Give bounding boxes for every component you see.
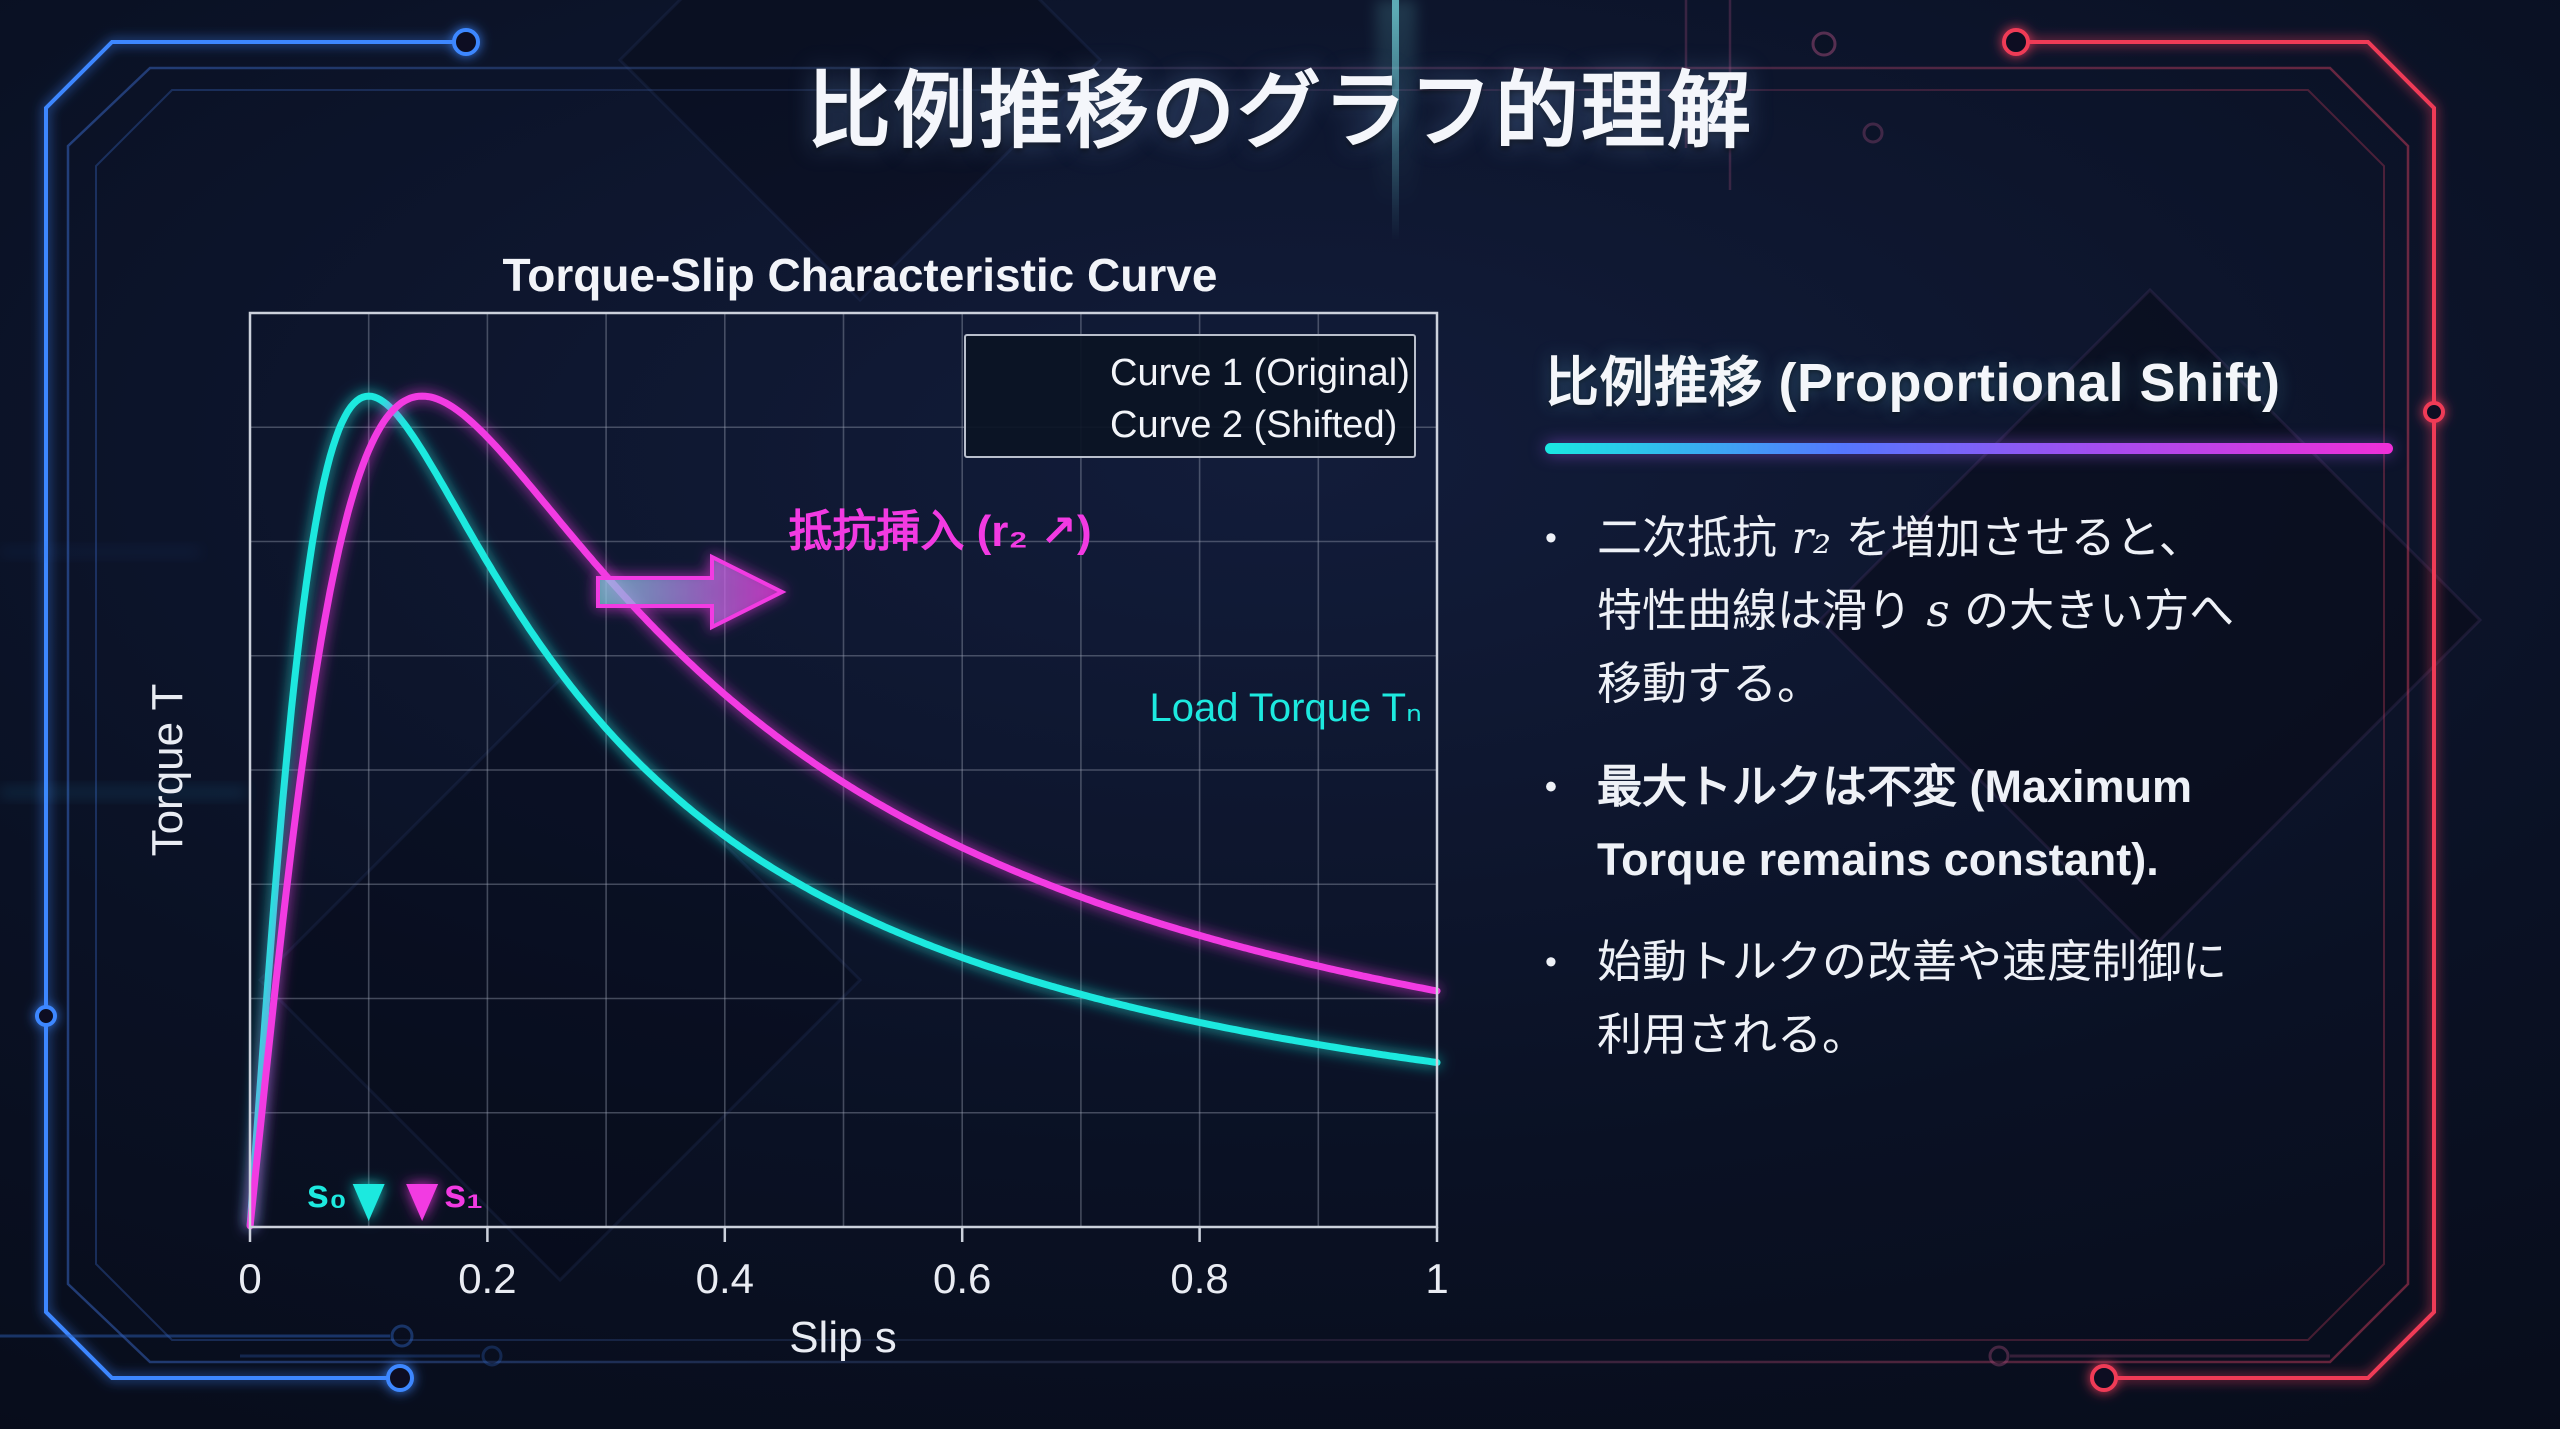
annotation-label: 抵抗挿入 (r₂ ↗) <box>788 507 1091 556</box>
right-circuit-traces <box>1684 0 2330 1367</box>
s1-label: s₁ <box>444 1172 483 1216</box>
x-tick-label: 0.4 <box>696 1255 754 1302</box>
page-title: 比例推移のグラフ的理解 <box>806 64 1753 158</box>
bullet-text: 二次抵抗 r₂ を増加させると、 特性曲線は滑り s の大きい方へ 移動する。 <box>1597 511 2235 709</box>
bullet-dot-icon: • <box>1545 519 1557 557</box>
x-axis-ticks: 0 0.2 0.4 0.6 0.8 1 <box>238 1227 1449 1302</box>
panel-bullets: • 二次抵抗 r₂ を増加させると、 特性曲線は滑り s の大きい方へ 移動する。… <box>1545 502 2445 1072</box>
panel-underline <box>1545 443 2393 454</box>
circuit-node-icon <box>1988 1345 2010 1367</box>
circuit-frame <box>66 66 2410 1364</box>
bullet-item: • 最大トルクは不変 (Maximum Torque remains consta… <box>1545 751 2445 897</box>
chart-title: Torque-Slip Characteristic Curve <box>503 249 1218 301</box>
x-tick-label: 0 <box>238 1255 261 1302</box>
x-axis-label: Slip s <box>789 1313 897 1362</box>
circuit-node-icon <box>2090 1364 2118 1392</box>
bullet-item: • 始動トルクの改善や速度制御に 利用される。 <box>1545 926 2445 1072</box>
plot-frame <box>248 311 1439 1229</box>
legend: Curve 1 (Original) Curve 2 (Shifted) <box>964 334 1416 458</box>
circuit-node-icon <box>390 1324 414 1348</box>
x-tick-label: 0.2 <box>458 1255 516 1302</box>
circuit-node-icon <box>452 28 480 56</box>
x-tick-label: 0.6 <box>933 1255 991 1302</box>
x-tick-label: 0.8 <box>1170 1255 1228 1302</box>
circuit-node-icon <box>35 1005 57 1027</box>
circuit-node-icon <box>386 1364 414 1392</box>
right-panel: 比例推移 (Proportional Shift) • 二次抵抗 r₂ を増加させ… <box>1545 338 2445 1102</box>
load-torque-label: Load Torque Tₙ <box>1150 686 1422 730</box>
left-circuit-traces <box>0 548 503 1367</box>
curve-2 <box>246 392 1441 1230</box>
curve-1 <box>246 392 1441 1229</box>
s0-label: s₀ <box>307 1172 347 1216</box>
right-circuit-line <box>2002 28 2445 1392</box>
circuit-node-icon <box>1811 31 1837 57</box>
bullet-text: 最大トルクは不変 (Maximum Torque remains constan… <box>1597 760 2193 885</box>
circuit-node-icon <box>2423 401 2445 423</box>
legend-label-curve1: Curve 1 (Original) <box>1110 352 1410 394</box>
chart-curves <box>246 392 1441 1230</box>
chart-grid <box>250 313 1437 1227</box>
diamond-watermarks <box>257 0 2483 1283</box>
slip-marker-lines <box>352 396 439 1221</box>
cyan-beam <box>1376 0 1416 240</box>
bullet-dot-icon: • <box>1545 943 1557 982</box>
shift-arrow-icon <box>596 553 787 631</box>
x-tick-label: 1 <box>1425 1255 1448 1302</box>
bullet-text: 始動トルクの改善や速度制御に 利用される。 <box>1597 936 2228 1061</box>
circuit-node-icon <box>481 1345 503 1367</box>
circuit-node-icon <box>1862 122 1884 144</box>
bullet-dot-icon: • <box>1545 767 1557 806</box>
panel-heading: 比例推移 (Proportional Shift) <box>1545 353 2281 413</box>
bullet-item: • 二次抵抗 r₂ を増加させると、 特性曲線は滑り s の大きい方へ 移動する。 <box>1545 502 2445 721</box>
left-circuit-line <box>35 28 480 1392</box>
circuit-node-icon <box>2002 28 2030 56</box>
legend-label-curve2: Curve 2 (Shifted) <box>1110 404 1397 446</box>
y-axis-label: Torque T <box>143 684 192 857</box>
